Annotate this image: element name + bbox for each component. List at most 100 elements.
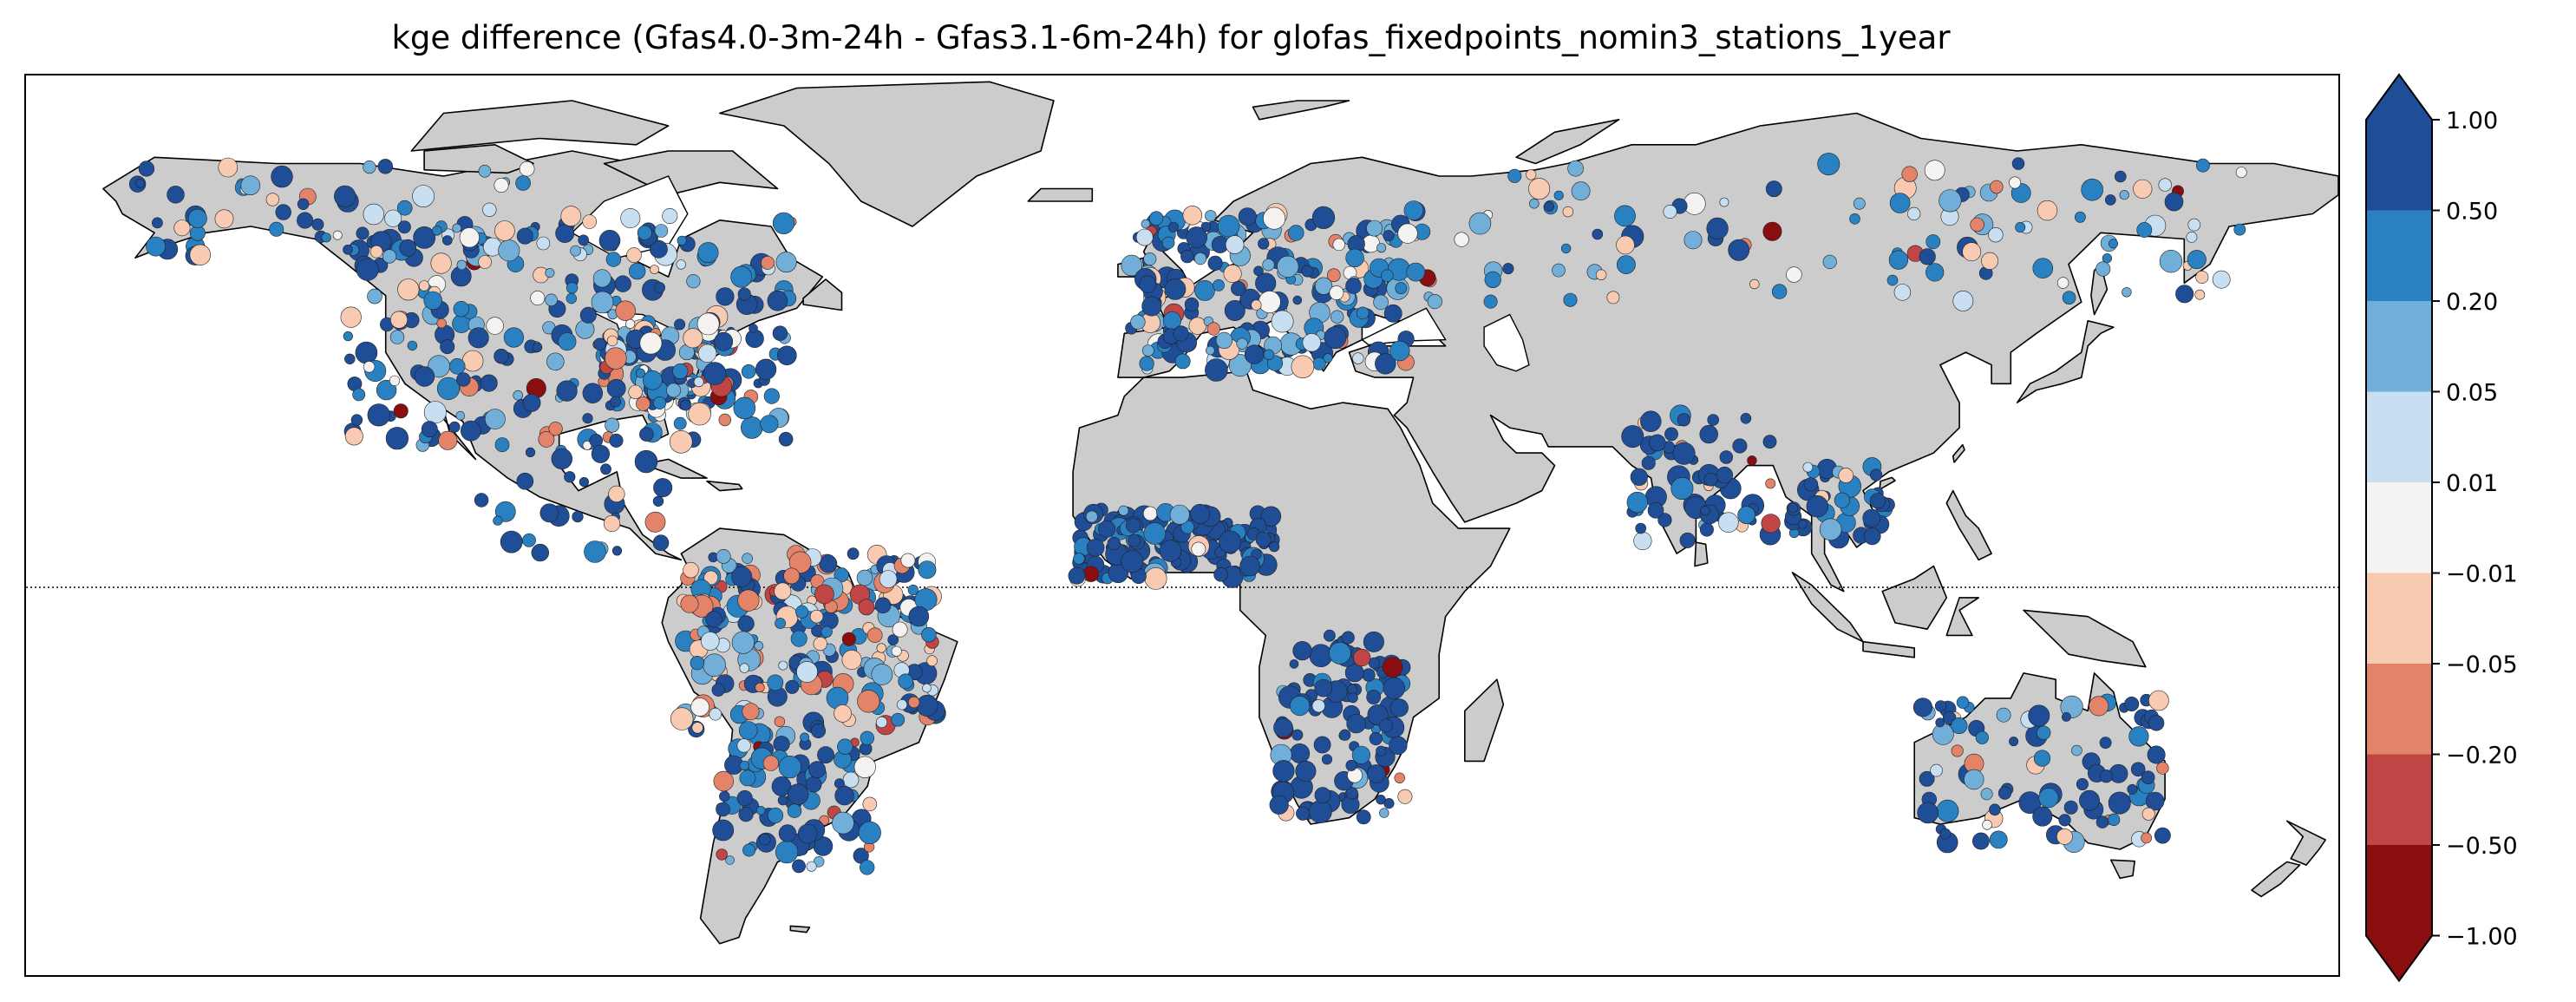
colorbar-segment: [2366, 391, 2432, 483]
station-point: [760, 415, 779, 434]
station-point: [566, 292, 577, 305]
station-point: [1263, 349, 1275, 360]
station-point: [841, 632, 856, 646]
station-point: [1706, 217, 1729, 239]
station-point: [522, 393, 541, 412]
station-point: [731, 566, 753, 587]
station-point: [2141, 770, 2155, 785]
station-point: [418, 280, 430, 291]
station-point: [1762, 435, 1777, 449]
station-point: [461, 420, 481, 442]
station-point: [2187, 218, 2201, 232]
colorbar-tick-label: −0.05: [2446, 652, 2518, 678]
station-point: [584, 540, 606, 563]
station-point: [776, 345, 797, 366]
station-point: [413, 226, 436, 249]
station-point: [673, 416, 687, 430]
station-point: [2122, 287, 2132, 298]
station-point: [1262, 259, 1275, 272]
station-point: [1348, 692, 1358, 704]
station-point: [810, 723, 826, 738]
station-point: [1397, 223, 1418, 244]
station-point: [814, 584, 834, 605]
station-point: [2148, 715, 2165, 731]
station-point: [2119, 190, 2129, 200]
station-point: [1869, 493, 1886, 509]
station-point: [591, 444, 611, 463]
station-point: [461, 350, 484, 372]
station-point: [1312, 357, 1326, 370]
station-point: [639, 331, 663, 355]
station-point: [778, 431, 794, 447]
landmass-25: [2251, 861, 2301, 898]
map-frame: [24, 74, 2340, 977]
colorbar-segment: [2366, 482, 2432, 574]
station-point: [332, 230, 343, 240]
station-point: [1672, 442, 1696, 465]
station-point: [1194, 279, 1215, 301]
station-point: [610, 396, 622, 408]
station-point: [1930, 763, 1943, 777]
station-point: [716, 802, 730, 817]
station-point: [716, 848, 728, 861]
station-point: [1329, 642, 1351, 665]
landmass-21: [1694, 541, 1709, 567]
chart-title: kge difference (Gfas4.0-3m-24h - Gfas3.1…: [391, 19, 1951, 56]
station-point: [389, 330, 405, 344]
station-point: [1553, 190, 1564, 200]
station-point: [697, 242, 719, 264]
station-point: [2195, 158, 2210, 173]
station-point: [560, 206, 582, 226]
station-point: [1571, 181, 1591, 201]
station-point: [516, 227, 533, 245]
station-point: [1231, 281, 1246, 297]
station-point: [1849, 213, 1860, 225]
station-point: [1290, 743, 1311, 763]
station-point: [762, 755, 779, 771]
station-point: [1378, 718, 1393, 733]
station-point: [1223, 265, 1242, 284]
station-point: [688, 403, 711, 426]
station-point: [519, 160, 535, 177]
station-point: [1085, 510, 1098, 523]
station-point: [2028, 704, 2050, 727]
station-point: [1838, 468, 1854, 483]
station-point: [1749, 278, 1760, 290]
station-point: [2127, 783, 2138, 795]
station-point: [1649, 434, 1666, 452]
station-point: [2141, 807, 2155, 821]
station-point: [456, 372, 471, 387]
station-point: [2037, 200, 2058, 221]
station-point: [1206, 322, 1220, 336]
station-point: [1191, 541, 1206, 557]
station-point: [1383, 230, 1395, 242]
station-point: [1347, 684, 1358, 695]
station-point: [498, 239, 520, 262]
station-point: [1962, 242, 1982, 262]
station-point: [1291, 355, 1315, 379]
station-point: [2032, 806, 2053, 827]
station-point: [1853, 197, 1866, 210]
station-point: [2154, 827, 2171, 844]
station-point: [2164, 192, 2184, 212]
station-point: [775, 840, 799, 864]
station-point: [367, 403, 390, 427]
station-point: [1397, 789, 1413, 804]
station-point: [605, 252, 622, 267]
station-point: [271, 165, 293, 188]
station-point: [1345, 759, 1357, 771]
station-point: [922, 683, 932, 693]
station-point: [628, 262, 646, 280]
station-point: [2099, 770, 2113, 783]
station-point: [892, 621, 908, 638]
station-point: [1141, 344, 1154, 357]
station-point: [494, 437, 510, 453]
station-point: [482, 202, 497, 218]
station-point: [1817, 153, 1840, 176]
station-point: [788, 783, 809, 805]
station-point: [737, 589, 760, 612]
station-point: [570, 245, 581, 257]
station-point: [1200, 221, 1212, 232]
station-point: [1141, 219, 1151, 229]
station-point: [666, 383, 682, 398]
